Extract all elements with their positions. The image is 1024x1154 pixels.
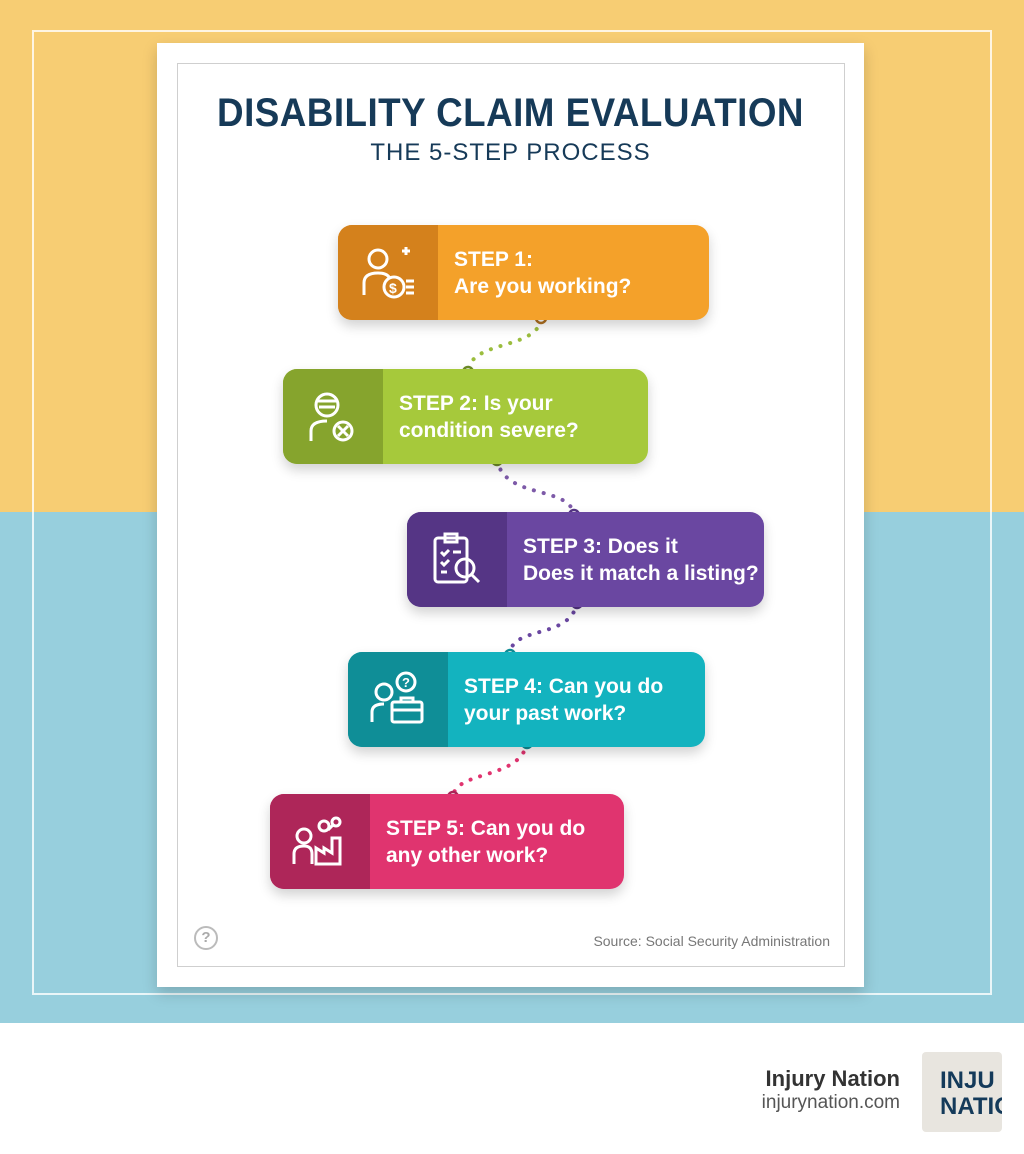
step-5-question: any other work? [386, 843, 549, 867]
step-2-title: STEP 2: Is your [399, 391, 553, 415]
brand-name: Injury Nation [765, 1066, 900, 1091]
logo-text-1: INJU [940, 1067, 995, 1094]
connector-4-5 [451, 741, 529, 799]
step-2: STEP 2: Is your condition severe? [283, 369, 648, 464]
step-3-title: STEP 3: Does it [523, 534, 678, 558]
step-5: STEP 5: Can you do any other work? [270, 794, 624, 889]
brand-block: Injury Nation injurynation.com [762, 1066, 900, 1114]
logo-text-2: NATIO [940, 1093, 1002, 1120]
page-title: DISABILITY CLAIM EVALUATION [217, 91, 804, 135]
svg-text:?: ? [402, 675, 410, 690]
frame-border [32, 30, 992, 995]
connector-1-2 [466, 318, 543, 374]
person-factory-icon [270, 794, 370, 889]
step-4: ? STEP 4: Can you do your past work? [348, 652, 705, 747]
brand-logo: INJU NATIO [922, 1052, 1002, 1132]
help-icon[interactable]: ? [194, 926, 218, 950]
inner-border [177, 63, 845, 967]
step-4-title: STEP 4: Can you do [464, 674, 664, 698]
svg-text:$: $ [389, 280, 397, 296]
step-2-question: condition severe? [399, 418, 579, 442]
step-5-title: STEP 5: Can you do [386, 816, 586, 840]
person-briefcase-icon: ? [348, 652, 448, 747]
injured-person-icon [283, 369, 383, 464]
step-1: $ STEP 1: Are you working? [338, 225, 709, 320]
worker-money-icon: $ [338, 225, 438, 320]
connector-3-4 [508, 601, 579, 657]
step-4-question: your past work? [464, 701, 627, 725]
clipboard-search-icon [407, 512, 507, 607]
connector-2-3 [495, 458, 576, 517]
page-subtitle: THE 5-STEP PROCESS [370, 139, 651, 166]
step-3: STEP 3: Does it Does it match a listing? [407, 512, 764, 607]
step-3-question: Does it match a listing? [523, 561, 759, 585]
brand-url[interactable]: injurynation.com [761, 1092, 900, 1113]
step-1-title: STEP 1: [454, 247, 533, 271]
step-1-question: Are you working? [454, 274, 632, 298]
source-text: Source: Social Security Administration [593, 933, 830, 949]
